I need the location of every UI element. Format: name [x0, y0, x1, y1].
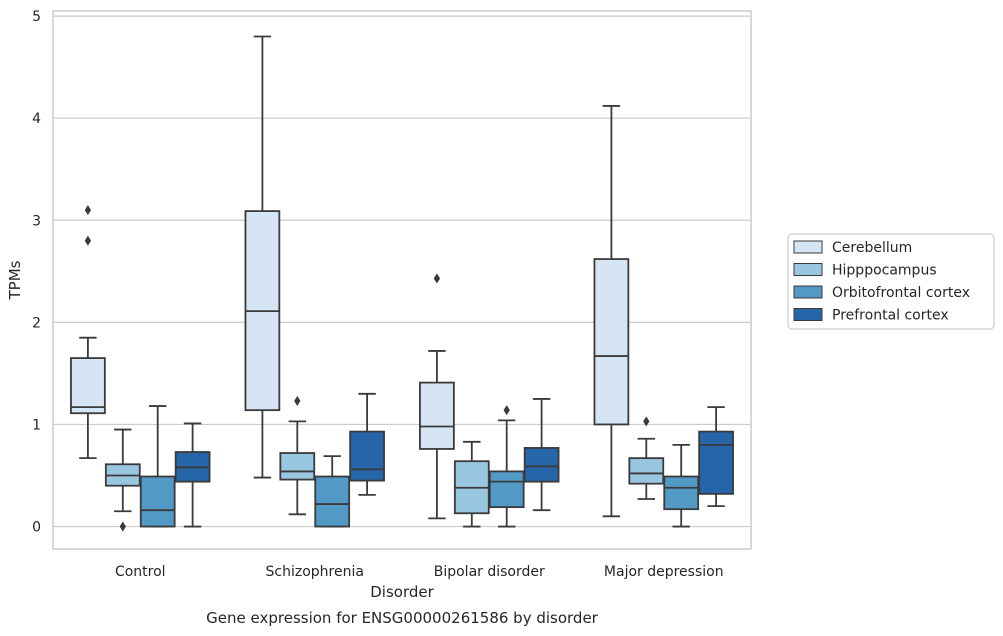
box-hipppocampus: [453, 440, 490, 528]
x-tick-label: Schizophrenia: [266, 564, 364, 580]
plot-area-frame: [52, 10, 752, 550]
legend-entry: Orbitofrontal cortex: [832, 285, 970, 301]
y-tick-label: 3: [32, 213, 41, 229]
legend-swatch: [793, 308, 823, 321]
box-cerebellum: [593, 105, 630, 518]
x-axis-label: Disorder: [370, 583, 434, 601]
box-iqr: [70, 357, 106, 415]
legend: Cerebellum Hipppocampus Orbitofrontal cort…: [787, 233, 995, 330]
legend-swatch: [793, 263, 823, 276]
box-hipppocampus: [628, 416, 665, 500]
box-iqr: [314, 475, 351, 528]
box-cerebellum: [419, 273, 455, 520]
y-axis-label: TPMs: [6, 260, 24, 300]
box-orbitofrontal-cortex: [488, 405, 525, 528]
box-iqr: [698, 430, 734, 495]
outlier-marker: [433, 273, 441, 284]
box-iqr: [628, 457, 665, 485]
box-orbitofrontal-cortex: [314, 455, 351, 528]
box-iqr: [139, 475, 176, 528]
box-iqr: [349, 430, 385, 482]
box-hipppocampus: [279, 395, 316, 516]
box-orbitofrontal-cortex: [663, 443, 700, 528]
x-tick-label: Bipolar disorder: [434, 564, 545, 580]
box-cerebellum: [70, 205, 106, 460]
y-tick-label: 4: [32, 111, 41, 127]
box-hipppocampus: [104, 428, 141, 532]
box-iqr: [279, 452, 316, 481]
legend-entry: Cerebellum: [832, 240, 912, 256]
legend-entry: Prefrontal cortex: [832, 308, 949, 324]
outlier-marker: [643, 416, 650, 427]
legend-entry: Hipppocampus: [832, 263, 937, 279]
box-prefrontal-cortex: [349, 392, 385, 496]
x-tick-label: Major depression: [604, 564, 724, 580]
y-tick-label: 2: [32, 315, 41, 331]
y-tick-label: 5: [32, 9, 41, 25]
x-axis-ticks: Control Schizophrenia Bipolar disorder Majo…: [115, 564, 724, 580]
x-tick-label: Control: [115, 564, 166, 580]
outlier-marker: [84, 235, 92, 246]
outlier-marker: [119, 521, 126, 532]
box-prefrontal-cortex: [698, 406, 734, 508]
grid-lines: [53, 15, 751, 528]
box-orbitofrontal-cortex: [139, 405, 176, 528]
boxes: [70, 35, 734, 532]
box-iqr: [419, 381, 455, 450]
outlier-marker: [294, 395, 301, 407]
box-iqr: [488, 470, 525, 509]
legend-swatch: [793, 285, 823, 299]
box-prefrontal-cortex: [523, 398, 560, 512]
legend-swatch: [793, 240, 823, 254]
box-prefrontal-cortex: [174, 422, 211, 528]
y-tick-label: 1: [32, 417, 41, 433]
legend-frame: [787, 233, 995, 330]
box-iqr: [663, 475, 700, 511]
figure-caption: Gene expression for ENSG00000261586 by d…: [206, 609, 599, 627]
outlier-marker: [503, 405, 510, 416]
outlier-marker: [84, 205, 92, 216]
box-iqr: [523, 447, 560, 483]
box-iqr: [593, 258, 630, 426]
y-tick-label: 0: [32, 520, 41, 536]
y-axis-ticks: 0 1 2 3 4 5: [32, 9, 41, 535]
box-cerebellum: [244, 35, 281, 479]
